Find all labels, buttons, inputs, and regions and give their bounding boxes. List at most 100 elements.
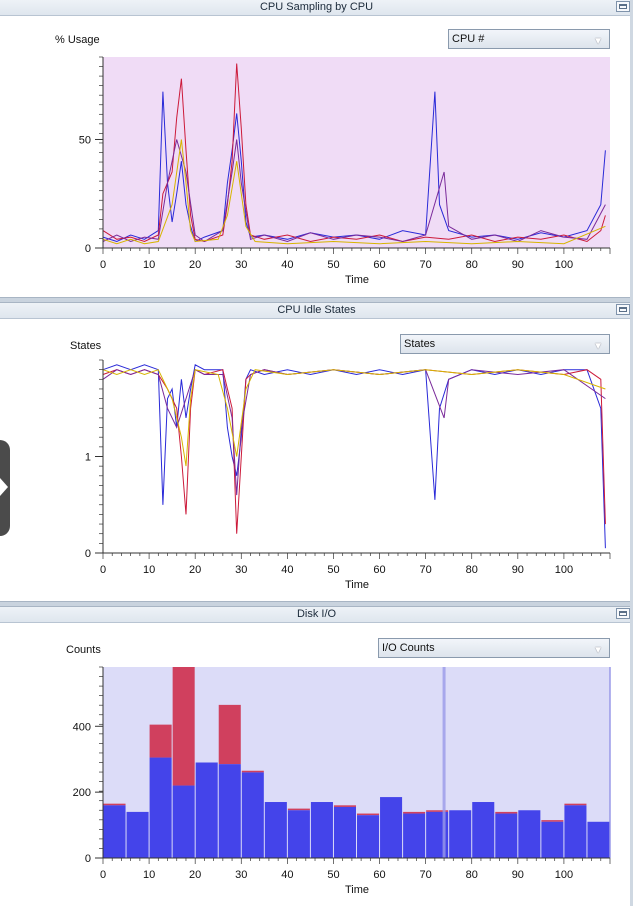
bar-segment <box>149 724 172 758</box>
dropdown-value: States <box>404 338 436 350</box>
bar <box>126 811 149 858</box>
chevron-down-icon: ▼ <box>593 645 603 656</box>
maximize-panel-icon[interactable] <box>616 304 630 315</box>
x-axis-title: Time <box>345 579 369 591</box>
x-tick-label: 60 <box>373 259 385 271</box>
x-tick-label: 10 <box>143 564 155 576</box>
scrollbar-edge <box>630 0 633 906</box>
x-tick-label: 10 <box>143 259 155 271</box>
bar <box>172 785 195 858</box>
series-line <box>102 63 606 243</box>
bar <box>518 810 541 858</box>
x-tick-label: 20 <box>189 869 201 881</box>
bar-segment <box>564 803 587 806</box>
bar-segment <box>426 810 449 812</box>
panel-title: CPU Sampling by CPU <box>0 0 633 16</box>
y-tick-label: 400 <box>73 721 91 733</box>
x-tick-label: 0 <box>100 869 106 881</box>
x-axis-title: Time <box>345 274 369 286</box>
time-marker <box>442 667 446 858</box>
chevron-down-icon: ▼ <box>593 36 603 47</box>
x-tick-label: 90 <box>512 564 524 576</box>
bar-segment <box>241 770 264 773</box>
series-line <box>102 368 606 496</box>
y-axis-title: % Usage <box>55 34 100 46</box>
x-tick-label: 80 <box>466 259 478 271</box>
x-tick-label: 10 <box>143 869 155 881</box>
plot-area <box>103 360 610 553</box>
x-tick-label: 100 <box>555 259 573 271</box>
bar <box>357 815 380 858</box>
bar <box>103 805 126 858</box>
y-axis-title: Counts <box>66 644 101 656</box>
io-counts-dropdown[interactable]: I/O Counts ▼ <box>378 638 610 658</box>
panel-splitter[interactable] <box>0 297 633 303</box>
bar <box>587 821 610 858</box>
panel-title: CPU Idle States <box>0 303 633 319</box>
series-line <box>102 139 606 245</box>
cpu-usage-chart[interactable]: 0 50 0 10 20 30 40 50 60 70 80 90 100 Time <box>0 0 633 297</box>
cpu-idle-states-panel: CPU Idle States States States ▼ 0 1 0 10 20 3… <box>0 303 633 601</box>
x-tick-label: 0 <box>100 259 106 271</box>
bar <box>472 802 495 858</box>
expand-sidebar-handle[interactable] <box>0 440 10 536</box>
panel-splitter[interactable] <box>0 601 633 607</box>
y-tick-label: 0 <box>85 243 91 255</box>
maximize-panel-icon[interactable] <box>616 1 630 12</box>
x-tick-label: 20 <box>189 564 201 576</box>
y-tick-label: 0 <box>85 853 91 865</box>
panel-title: Disk I/O <box>0 607 633 623</box>
bar <box>403 813 426 858</box>
x-tick-label: 30 <box>235 259 247 271</box>
bar-segment <box>541 820 564 822</box>
x-tick-label: 60 <box>373 869 385 881</box>
bar <box>218 764 241 858</box>
x-tick-label: 70 <box>420 259 432 271</box>
x-tick-label: 50 <box>327 869 339 881</box>
plot-area <box>103 57 610 248</box>
x-tick-label: 90 <box>512 869 524 881</box>
x-tick-label: 30 <box>235 869 247 881</box>
bar-segment <box>172 667 195 786</box>
y-axis-title: States <box>70 340 102 352</box>
bar <box>195 762 218 858</box>
x-tick-label: 80 <box>466 869 478 881</box>
cpu-sampling-panel: CPU Sampling by CPU % Usage CPU # ▼ 0 50 0… <box>0 0 633 297</box>
x-tick-label: 40 <box>281 869 293 881</box>
bar <box>449 810 472 858</box>
x-tick-label: 70 <box>420 869 432 881</box>
maximize-panel-icon[interactable] <box>616 608 630 619</box>
disk-io-chart[interactable]: 0 200 400 0 10 20 30 40 50 60 70 80 90 100 Time <box>0 607 633 906</box>
bar <box>241 772 264 858</box>
x-tick-label: 80 <box>466 564 478 576</box>
series-line <box>102 369 606 467</box>
bar-segment <box>103 803 126 806</box>
bar <box>264 802 287 858</box>
cpu-series-dropdown[interactable]: CPU # ▼ <box>448 29 610 49</box>
idle-states-dropdown[interactable]: States ▼ <box>400 334 610 354</box>
x-tick-label: 100 <box>555 564 573 576</box>
chevron-down-icon: ▼ <box>593 341 603 352</box>
y-tick-label: 0 <box>85 548 91 560</box>
bar <box>310 802 333 858</box>
x-tick-label: 30 <box>235 564 247 576</box>
x-tick-label: 40 <box>281 564 293 576</box>
series-line <box>102 139 606 243</box>
dropdown-value: CPU # <box>452 33 485 45</box>
x-tick-label: 50 <box>327 259 339 271</box>
bar <box>541 821 564 858</box>
x-tick-label: 40 <box>281 259 293 271</box>
bar-segment <box>287 808 310 811</box>
y-tick-label: 50 <box>79 134 91 146</box>
x-tick-label: 60 <box>373 564 385 576</box>
x-tick-label: 70 <box>420 564 432 576</box>
bar <box>564 805 587 858</box>
bar-segment <box>495 811 518 814</box>
disk-io-panel: Disk I/O Counts I/O Counts ▼ 0 200 400 0 10 2… <box>0 607 633 906</box>
x-axis-title: Time <box>345 884 369 896</box>
bar-segment <box>357 813 380 816</box>
x-tick-label: 90 <box>512 259 524 271</box>
bar <box>380 797 403 858</box>
x-tick-label: 0 <box>100 564 106 576</box>
